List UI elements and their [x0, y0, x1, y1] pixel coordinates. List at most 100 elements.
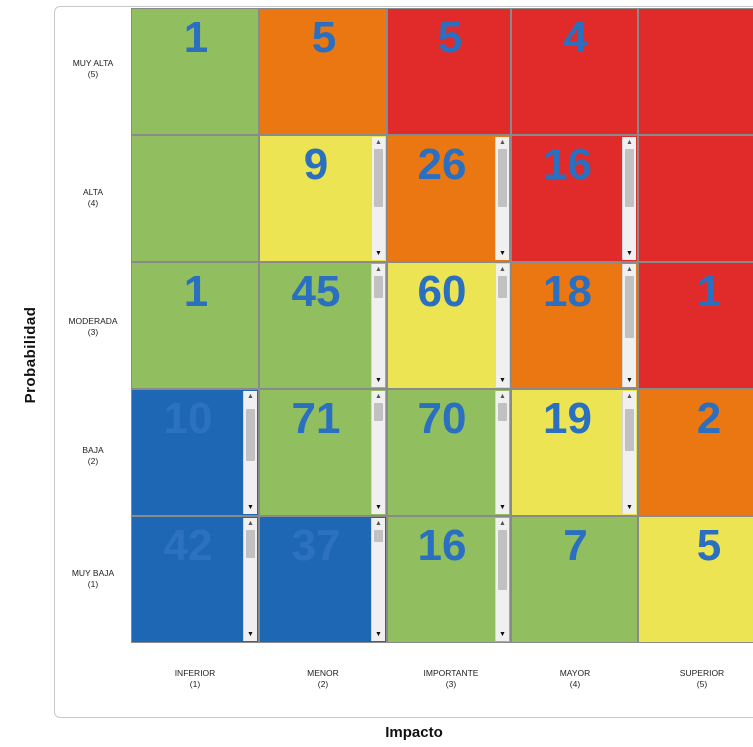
scroll-thumb[interactable] [625, 409, 634, 451]
scroll-down-arrow-icon[interactable]: ▼ [499, 377, 506, 384]
scroll-down-arrow-icon[interactable]: ▼ [499, 504, 506, 511]
matrix-cell-r1-c3[interactable]: 16 ▲ ▼ [387, 516, 511, 643]
cell-count: 70 [417, 394, 467, 443]
scroll-thumb[interactable] [498, 149, 507, 207]
scroll-up-arrow-icon[interactable]: ▲ [499, 266, 506, 273]
cell-scrollbar[interactable]: ▲ ▼ [371, 264, 385, 387]
row-label-name: MODERADA [68, 316, 118, 326]
row-label-name: ALTA [83, 187, 103, 197]
cell-count: 7 [563, 521, 588, 570]
cell-scrollbar[interactable]: ▲ ▼ [622, 264, 636, 387]
cell-scrollbar[interactable]: ▲ ▼ [495, 391, 509, 514]
scroll-down-arrow-icon[interactable]: ▼ [375, 377, 382, 384]
matrix-cell-r4-c2[interactable]: 9 ▲ ▼ [259, 135, 387, 262]
cell-count: 5 [311, 13, 337, 62]
cell-scrollbar[interactable]: ▲ ▼ [622, 391, 636, 514]
scroll-thumb[interactable] [246, 409, 255, 461]
matrix-cell-r5-c3[interactable]: 5 [387, 8, 511, 135]
matrix-cell-r5-c1[interactable]: 1 [131, 8, 259, 135]
scroll-up-arrow-icon[interactable]: ▲ [626, 393, 633, 400]
scroll-thumb[interactable] [374, 403, 383, 421]
matrix-cell-r4-c5[interactable] [638, 135, 753, 262]
cell-scrollbar[interactable]: ▲ ▼ [495, 137, 509, 260]
scroll-up-arrow-icon[interactable]: ▲ [247, 520, 254, 527]
y-axis-label: Probabilidad [22, 306, 39, 404]
cell-scrollbar[interactable]: ▲ ▼ [371, 391, 385, 514]
matrix-cell-r5-c2[interactable]: 5 [259, 8, 387, 135]
matrix-cell-r5-c5[interactable] [638, 8, 753, 135]
scroll-down-arrow-icon[interactable]: ▼ [626, 504, 633, 511]
matrix-cell-r5-c4[interactable]: 4 [511, 8, 638, 135]
scroll-up-arrow-icon[interactable]: ▲ [375, 393, 382, 400]
cell-scrollbar[interactable]: ▲ ▼ [495, 264, 509, 387]
scroll-up-arrow-icon[interactable]: ▲ [499, 393, 506, 400]
matrix-cell-r4-c1[interactable] [131, 135, 259, 262]
matrix-cell-r1-c4[interactable]: 7 [511, 516, 638, 643]
scroll-down-arrow-icon[interactable]: ▼ [499, 250, 506, 257]
cell-scrollbar[interactable]: ▲ ▼ [243, 391, 257, 514]
scroll-up-arrow-icon[interactable]: ▲ [375, 266, 382, 273]
cell-scrollbar[interactable]: ▲ ▼ [371, 137, 385, 260]
scroll-up-arrow-icon[interactable]: ▲ [626, 266, 633, 273]
scroll-thumb[interactable] [625, 149, 634, 207]
scroll-down-arrow-icon[interactable]: ▼ [375, 631, 382, 638]
column-label-level: (1) [189, 679, 201, 689]
row-label-level: (1) [87, 579, 99, 589]
cell-count: 1 [183, 267, 209, 316]
scroll-down-arrow-icon[interactable]: ▼ [499, 631, 506, 638]
matrix-cell-r2-c3[interactable]: 70 ▲ ▼ [387, 389, 511, 516]
matrix-cell-r4-c4[interactable]: 16 ▲ ▼ [511, 135, 638, 262]
row-label-level: (4) [87, 198, 99, 208]
scroll-thumb[interactable] [374, 530, 383, 542]
column-label-menor: MENOR (2) [259, 668, 387, 690]
matrix-cell-r2-c2[interactable]: 71 ▲ ▼ [259, 389, 387, 516]
matrix-cell-r1-c2[interactable]: 37 ▲ ▼ [259, 516, 387, 643]
cell-scrollbar[interactable]: ▲ ▼ [243, 518, 257, 641]
scroll-up-arrow-icon[interactable]: ▲ [375, 520, 382, 527]
row-label-level: (5) [87, 69, 99, 79]
matrix-cell-r3-c3[interactable]: 60 ▲ ▼ [387, 262, 511, 389]
matrix-cell-r1-c1[interactable]: 42 ▲ ▼ [131, 516, 259, 643]
cell-scrollbar[interactable]: ▲ ▼ [495, 518, 509, 641]
column-label-name: MENOR [307, 668, 339, 678]
cell-scrollbar[interactable]: ▲ ▼ [371, 518, 385, 641]
scroll-down-arrow-icon[interactable]: ▼ [375, 504, 382, 511]
scroll-down-arrow-icon[interactable]: ▼ [375, 250, 382, 257]
scroll-thumb[interactable] [246, 530, 255, 558]
cell-count: 45 [291, 267, 341, 316]
cell-scrollbar[interactable]: ▲ ▼ [622, 137, 636, 260]
matrix-cell-r3-c4[interactable]: 18 ▲ ▼ [511, 262, 638, 389]
matrix-cell-r3-c2[interactable]: 45 ▲ ▼ [259, 262, 387, 389]
column-label-level: (4) [569, 679, 581, 689]
scroll-up-arrow-icon[interactable]: ▲ [247, 393, 254, 400]
matrix-cell-r2-c4[interactable]: 19 ▲ ▼ [511, 389, 638, 516]
scroll-down-arrow-icon[interactable]: ▼ [626, 377, 633, 384]
matrix-cell-r2-c1[interactable]: 10 ▲ ▼ [131, 389, 259, 516]
column-label-superior: SUPERIOR (5) [638, 668, 753, 690]
row-label-muy-baja: MUY BAJA (1) [56, 568, 130, 590]
scroll-thumb[interactable] [374, 149, 383, 207]
matrix-cell-r1-c5[interactable]: 5 [638, 516, 753, 643]
scroll-up-arrow-icon[interactable]: ▲ [375, 139, 382, 146]
matrix-cell-r3-c1[interactable]: 1 [131, 262, 259, 389]
scroll-down-arrow-icon[interactable]: ▼ [247, 631, 254, 638]
scroll-thumb[interactable] [498, 276, 507, 298]
column-label-level: (5) [696, 679, 708, 689]
scroll-up-arrow-icon[interactable]: ▲ [499, 520, 506, 527]
matrix-cell-r2-c5[interactable]: 2 [638, 389, 753, 516]
column-label-importante: IMPORTANTE (3) [387, 668, 515, 690]
column-label-mayor: MAYOR (4) [511, 668, 639, 690]
scroll-down-arrow-icon[interactable]: ▼ [626, 250, 633, 257]
scroll-thumb[interactable] [498, 403, 507, 421]
cell-count: 4 [563, 13, 588, 62]
scroll-thumb[interactable] [374, 276, 383, 298]
scroll-thumb[interactable] [625, 276, 634, 338]
matrix-cell-r3-c5[interactable]: 1 [638, 262, 753, 389]
scroll-down-arrow-icon[interactable]: ▼ [247, 504, 254, 511]
scroll-thumb[interactable] [498, 530, 507, 590]
column-label-level: (2) [317, 679, 329, 689]
scroll-up-arrow-icon[interactable]: ▲ [626, 139, 633, 146]
scroll-up-arrow-icon[interactable]: ▲ [499, 139, 506, 146]
matrix-cell-r4-c3[interactable]: 26 ▲ ▼ [387, 135, 511, 262]
cell-count: 5 [437, 13, 463, 62]
